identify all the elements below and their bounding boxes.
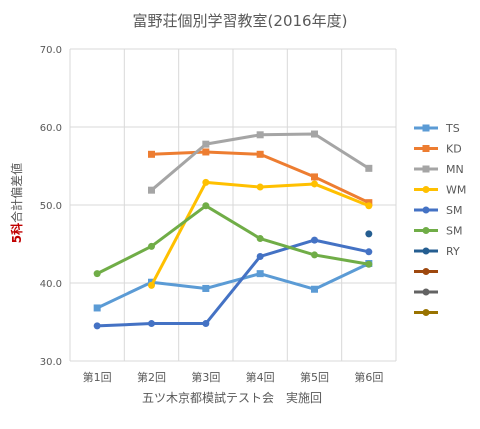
legend-label: MN bbox=[446, 163, 464, 176]
series-line bbox=[95, 262, 371, 310]
series-mn-2 bbox=[148, 130, 373, 194]
data-point bbox=[202, 284, 210, 292]
data-point bbox=[365, 164, 373, 172]
legend-label: TS bbox=[445, 122, 460, 135]
legend-item: WM bbox=[414, 184, 466, 197]
data-point bbox=[365, 202, 373, 210]
data-point bbox=[365, 248, 373, 256]
series-line bbox=[95, 238, 371, 328]
series-kd-1 bbox=[148, 148, 373, 207]
data-point bbox=[311, 236, 318, 244]
data-point bbox=[311, 180, 318, 188]
y-tick-label: 50.0 bbox=[40, 201, 62, 212]
series-wm-3 bbox=[148, 178, 373, 289]
data-point bbox=[202, 178, 210, 186]
y-tick-label: 70.0 bbox=[40, 45, 62, 56]
x-tick-label: 第3回 bbox=[191, 370, 220, 384]
y-tick-label: 30.0 bbox=[40, 357, 62, 368]
gridlines bbox=[69, 48, 397, 362]
y-axis-label-rest: 合計偏差値 bbox=[9, 163, 24, 223]
x-tick-label: 第2回 bbox=[137, 370, 166, 384]
legend-label: KD bbox=[446, 143, 462, 156]
data-point bbox=[148, 150, 155, 158]
legend-item: RY bbox=[414, 245, 460, 258]
legend-marker bbox=[422, 145, 430, 152]
data-point bbox=[365, 260, 373, 268]
legend-marker bbox=[422, 268, 430, 275]
legend-item: MN bbox=[414, 163, 464, 176]
legend-item bbox=[414, 268, 438, 275]
series-line bbox=[150, 150, 371, 205]
data-point bbox=[202, 320, 210, 328]
legend-item: SM bbox=[414, 225, 462, 238]
x-axis-label: 五ツ木京都模試テスト会 実施回 bbox=[142, 390, 322, 405]
data-point bbox=[93, 270, 101, 278]
legend-label: SM bbox=[446, 204, 462, 217]
legend-marker bbox=[422, 206, 430, 214]
data-point bbox=[256, 252, 264, 260]
x-tick-label: 第6回 bbox=[354, 370, 383, 384]
data-point bbox=[93, 304, 101, 312]
legend-marker bbox=[422, 227, 430, 234]
data-point bbox=[311, 251, 318, 259]
x-axis-ticks: 第1回 第2回 第3回 第4回 第5回 第6回 bbox=[83, 370, 384, 384]
x-tick-label: 第1回 bbox=[83, 370, 112, 384]
legend-item: KD bbox=[414, 143, 462, 156]
data-point bbox=[256, 235, 264, 243]
data-point bbox=[256, 270, 264, 278]
data-point bbox=[148, 242, 155, 250]
legend-label: SM bbox=[446, 225, 462, 238]
data-point bbox=[365, 230, 373, 238]
data-point bbox=[256, 131, 264, 139]
legend-item bbox=[414, 309, 438, 316]
y-axis-ticks: 30.0 40.0 50.0 60.0 70.0 bbox=[40, 45, 62, 368]
legend-item: TS bbox=[414, 122, 460, 135]
data-point bbox=[202, 140, 210, 148]
legend-marker bbox=[422, 309, 430, 316]
legend-marker bbox=[422, 288, 430, 296]
data-point bbox=[256, 183, 264, 191]
y-tick-label: 40.0 bbox=[40, 279, 62, 290]
legend-marker bbox=[422, 247, 430, 255]
y-tick-label: 60.0 bbox=[40, 123, 62, 134]
data-point bbox=[148, 186, 155, 194]
legend-marker bbox=[422, 165, 430, 173]
series-line bbox=[150, 180, 371, 287]
data-point bbox=[148, 281, 155, 289]
y-axis-label: 5科合計偏差値 bbox=[9, 163, 24, 243]
data-point bbox=[311, 173, 318, 181]
legend-item: SM bbox=[414, 204, 462, 217]
data-point bbox=[311, 285, 318, 293]
series-ry-6 bbox=[365, 230, 373, 238]
legend: TS KD MN WM SM SM RY bbox=[414, 122, 466, 316]
legend-marker bbox=[422, 186, 430, 193]
data-point bbox=[148, 320, 155, 328]
legend-label: WM bbox=[446, 184, 466, 197]
x-tick-label: 第4回 bbox=[246, 370, 275, 384]
series-line bbox=[95, 204, 371, 276]
series-sm-4 bbox=[93, 236, 373, 330]
data-point bbox=[202, 148, 210, 156]
data-point bbox=[311, 130, 318, 138]
data-point bbox=[93, 322, 101, 330]
x-tick-label: 第5回 bbox=[300, 370, 329, 384]
legend-item bbox=[414, 288, 438, 296]
series-lines bbox=[93, 130, 373, 330]
chart-title: 富野荘個別学習教室(2016年度) bbox=[133, 12, 348, 30]
legend-label: RY bbox=[446, 245, 460, 258]
series-line bbox=[150, 132, 371, 192]
legend-marker bbox=[422, 124, 430, 132]
y-axis-label-emphasis: 5科 bbox=[9, 223, 24, 243]
data-point bbox=[202, 202, 210, 210]
series-sm-5 bbox=[93, 202, 373, 278]
data-point bbox=[256, 150, 264, 158]
